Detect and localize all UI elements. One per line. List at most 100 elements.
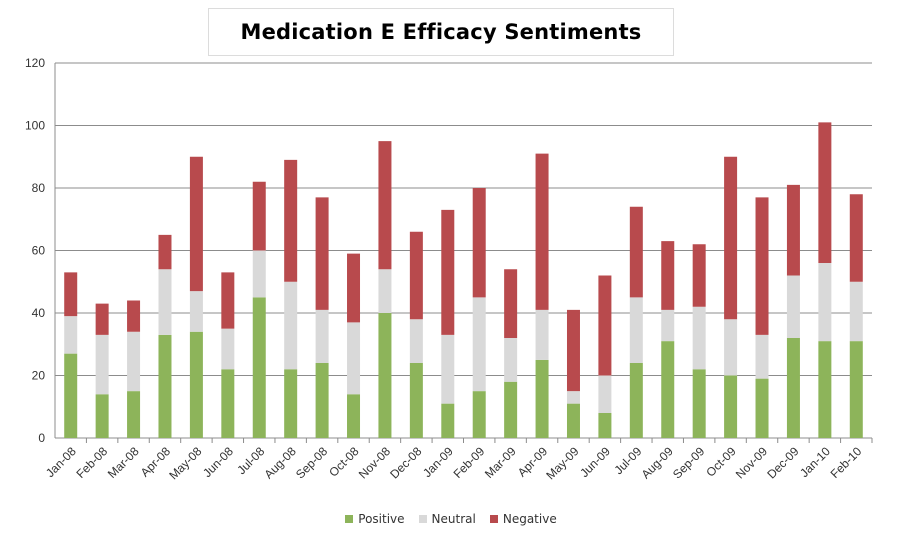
x-tick-label: Nov-08 <box>356 444 393 481</box>
x-tick-label: Jan-09 <box>420 444 456 480</box>
legend-label: Negative <box>502 512 557 526</box>
bar-segment-neutral <box>315 309 329 363</box>
x-tick-label: Mar-08 <box>105 444 142 481</box>
bar-segment-positive <box>661 341 675 438</box>
bar-segment-positive <box>535 359 549 438</box>
bar-segment-neutral <box>786 275 800 338</box>
bar-segment-neutral <box>849 281 863 342</box>
bar-segment-negative <box>409 231 423 320</box>
bar-segment-negative <box>692 244 706 307</box>
y-tick-label: 80 <box>32 181 46 195</box>
bar-segment-positive <box>158 334 172 438</box>
bar-segment-negative <box>347 253 361 323</box>
bar-segment-negative <box>629 206 643 298</box>
x-tick-label: Nov-09 <box>733 444 770 481</box>
bar-segment-positive <box>724 375 738 438</box>
bar-segment-negative <box>755 197 769 335</box>
bar-segment-negative <box>598 275 612 376</box>
legend-label: Neutral <box>431 512 476 526</box>
bar-segment-negative <box>127 300 141 332</box>
x-tick-label: Feb-08 <box>73 444 110 481</box>
bar-segment-neutral <box>95 334 109 395</box>
legend-item-positive: Positive <box>345 512 405 526</box>
bar-segment-positive <box>692 369 706 438</box>
bar-segment-negative <box>535 153 549 310</box>
x-tick-label: Oct-09 <box>703 444 739 480</box>
bar-segment-positive <box>221 369 235 438</box>
bar-segment-neutral <box>598 375 612 413</box>
x-tick-label: Jan-10 <box>797 444 833 480</box>
bar-segment-positive <box>818 341 832 438</box>
bar-segment-negative <box>818 122 832 263</box>
bar-segment-positive <box>315 363 329 438</box>
bar-segment-positive <box>409 363 423 438</box>
y-tick-label: 40 <box>32 306 46 320</box>
bar-segment-negative <box>221 272 235 329</box>
bar-segment-neutral <box>724 319 738 376</box>
x-tick-label: Jun-09 <box>577 444 613 480</box>
bar-segment-positive <box>598 413 612 438</box>
bar-segment-negative <box>158 234 172 270</box>
x-tick-label: Feb-09 <box>451 444 488 481</box>
bar-segment-neutral <box>692 306 706 370</box>
bar-segment-positive <box>347 394 361 438</box>
bar-segment-positive <box>472 391 486 438</box>
bar-segment-neutral <box>818 263 832 342</box>
bar-segment-negative <box>252 181 266 251</box>
x-tick-label: Aug-09 <box>639 444 676 481</box>
bar-segment-positive <box>127 391 141 438</box>
bar-segment-neutral <box>566 391 580 404</box>
bar-segment-positive <box>441 403 455 438</box>
bar-segment-neutral <box>347 322 361 395</box>
bar-segment-positive <box>849 341 863 438</box>
bar-segment-neutral <box>189 291 203 332</box>
x-tick-label: Oct-08 <box>326 444 362 480</box>
x-tick-label: Sep-08 <box>293 444 330 481</box>
bar-segment-negative <box>189 156 203 292</box>
x-tick-label: Jan-08 <box>43 444 79 480</box>
bar-segment-neutral <box>284 281 298 370</box>
bar-segment-neutral <box>158 269 172 335</box>
bar-segment-positive <box>378 313 392 438</box>
bar-segment-neutral <box>472 297 486 392</box>
bar-segment-neutral <box>127 331 141 392</box>
x-tick-label: Dec-09 <box>764 444 801 481</box>
x-tick-label: Mar-09 <box>482 444 519 481</box>
y-tick-label: 120 <box>25 56 45 70</box>
bar-segment-negative <box>284 159 298 282</box>
x-tick-label: May-09 <box>543 444 581 482</box>
y-tick-label: 100 <box>25 119 45 133</box>
bar-segment-negative <box>441 209 455 335</box>
bar-segment-neutral <box>64 316 78 354</box>
bar-segment-positive <box>786 338 800 438</box>
bar-segment-neutral <box>629 297 643 363</box>
bar-segment-neutral <box>409 319 423 363</box>
bar-segment-negative <box>566 309 580 392</box>
bar-segment-neutral <box>252 250 266 298</box>
bar-segment-positive <box>284 369 298 438</box>
x-tick-label: Dec-08 <box>387 444 424 481</box>
x-tick-label: Jun-08 <box>200 444 236 480</box>
bar-segment-negative <box>95 303 109 335</box>
bar-segment-neutral <box>661 309 675 342</box>
bar-segment-neutral <box>535 309 549 360</box>
y-tick-label: 20 <box>32 369 46 383</box>
legend-swatch <box>418 515 427 523</box>
legend-item-neutral: Neutral <box>418 512 476 526</box>
bar-segment-negative <box>378 141 392 270</box>
bar-segment-negative <box>661 241 675 310</box>
bar-segment-negative <box>472 188 486 298</box>
x-tick-label: Sep-09 <box>670 444 707 481</box>
bar-segment-negative <box>504 269 518 338</box>
x-tick-label: Aug-08 <box>262 444 299 481</box>
bar-segment-positive <box>189 331 203 438</box>
y-tick-label: 0 <box>38 431 45 445</box>
bar-segment-negative <box>315 197 329 310</box>
bar-segment-positive <box>95 394 109 438</box>
legend-item-negative: Negative <box>489 512 557 526</box>
legend-swatch <box>489 515 498 523</box>
bar-segment-positive <box>566 403 580 438</box>
bar-segment-positive <box>504 381 518 438</box>
legend-label: Positive <box>358 512 405 526</box>
